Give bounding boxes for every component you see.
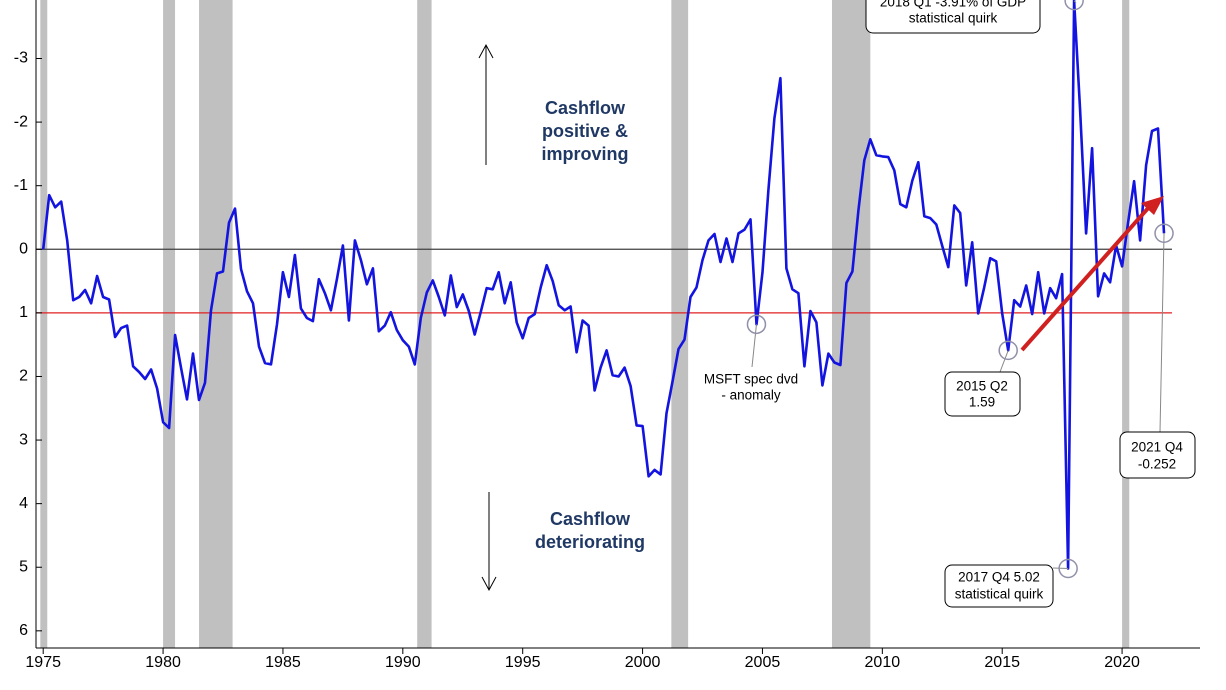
data-line	[41, 0, 1166, 570]
region-label: positive &	[542, 121, 628, 141]
up-arrow-head	[478, 43, 494, 59]
x-tick-label: 2000	[625, 654, 661, 671]
y-tick-label: 3	[19, 431, 28, 448]
y-tick-label: 1	[19, 304, 28, 321]
y-tick-label: 0	[19, 240, 28, 257]
annotation-box	[944, 564, 1054, 608]
leader-line	[1159, 233, 1165, 433]
x-tick-label: 1980	[145, 654, 181, 671]
x-tick-label: 1985	[265, 654, 301, 671]
y-tick-label: 4	[19, 495, 28, 512]
y-tick-label: 6	[19, 622, 28, 639]
region-label: deteriorating	[535, 532, 645, 552]
annotation-marker	[1154, 223, 1174, 244]
y-tick-label: 2	[19, 368, 28, 385]
shaded-region	[671, 0, 689, 648]
shaded-region	[1122, 0, 1130, 648]
annotation-text: 2015 Q2	[956, 379, 1008, 394]
annotation-marker	[746, 314, 767, 335]
leader-line	[751, 324, 757, 368]
annotation-text: -0.252	[1138, 457, 1176, 472]
leader-line	[1052, 567, 1069, 570]
shaded-region	[199, 0, 233, 648]
region-label: Cashflow	[545, 98, 626, 118]
down-arrow-head	[481, 576, 497, 592]
x-tick-label: 1995	[505, 654, 541, 671]
x-tick-label: 2015	[984, 654, 1020, 671]
y-tick-label: 5	[19, 558, 28, 575]
shaded-region	[831, 0, 871, 648]
shaded-region	[163, 0, 176, 648]
x-tick-label: 1975	[25, 654, 61, 671]
annotation-marker	[998, 340, 1018, 361]
annotation-marker	[1064, 0, 1084, 11]
x-tick-label: 2005	[745, 654, 781, 671]
annotation-text: - anomaly	[721, 388, 781, 403]
y-tick-label: -1	[14, 177, 28, 194]
annotation-marker	[1058, 558, 1078, 579]
shaded-region	[417, 0, 432, 648]
leader-line	[1073, 0, 1077, 4]
shaded-region	[40, 0, 48, 648]
annotation-text: 2018 Q1 -3.91% of GDP	[880, 0, 1026, 10]
x-tick-label: 2020	[1104, 654, 1140, 671]
annotation-box	[944, 371, 1021, 417]
annotation-box	[1119, 431, 1196, 479]
region-label: Cashflow	[550, 509, 631, 529]
annotation-text: statistical quirk	[909, 11, 998, 26]
region-label: improving	[541, 144, 628, 164]
trend-arrow	[1020, 204, 1152, 352]
annotation-text: 1.59	[969, 395, 995, 410]
x-tick-label: 1990	[385, 654, 421, 671]
y-tick-label: -2	[14, 113, 28, 130]
annotation-text: 2017 Q4 5.02	[958, 570, 1040, 585]
y-tick-label: -3	[14, 50, 28, 67]
annotation-text: 2021 Q4	[1131, 440, 1183, 455]
leader-line	[999, 350, 1009, 373]
annotation-text: statistical quirk	[955, 587, 1044, 602]
x-tick-label: 2010	[865, 654, 901, 671]
annotation-box	[865, 0, 1041, 34]
annotation-text: MSFT spec dvd	[704, 372, 798, 387]
trend-arrow-head	[1141, 196, 1164, 215]
